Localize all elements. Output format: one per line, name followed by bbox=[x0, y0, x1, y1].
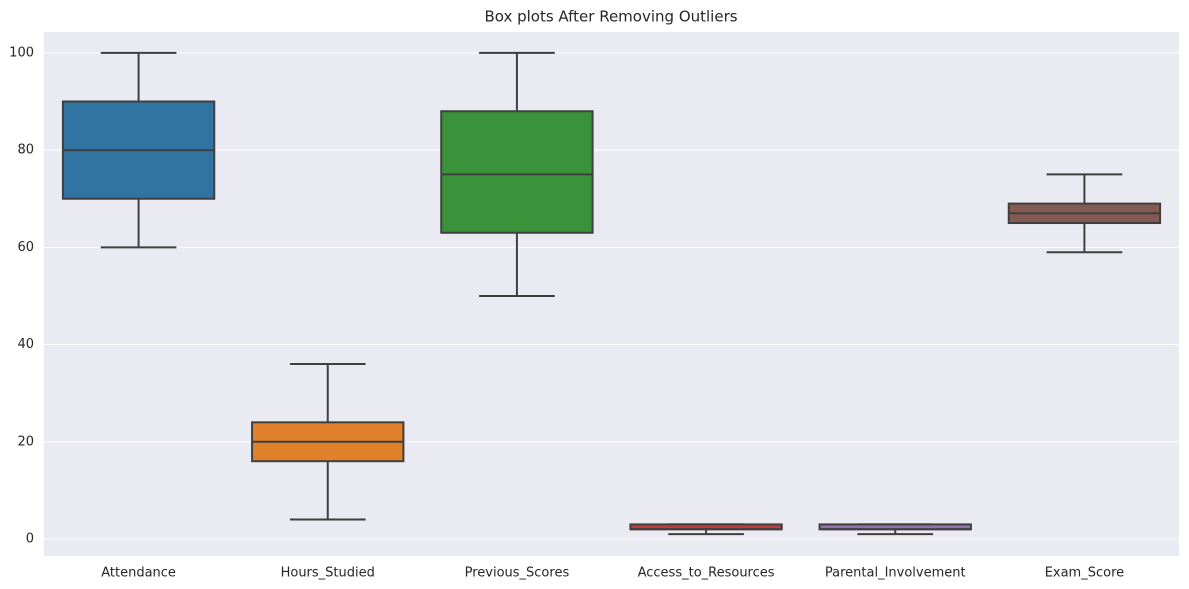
x-tick-label: Access_to_Resources bbox=[638, 566, 775, 581]
x-tick-label: Hours_Studied bbox=[281, 566, 375, 581]
x-tick-label: Previous_Scores bbox=[465, 566, 570, 581]
y-tick-label: 100 bbox=[9, 45, 34, 60]
y-tick-label: 20 bbox=[17, 434, 34, 449]
y-tick-label: 0 bbox=[26, 531, 34, 546]
x-tick-label: Exam_Score bbox=[1045, 566, 1124, 581]
box bbox=[440, 110, 594, 234]
y-tick-label: 80 bbox=[17, 143, 34, 158]
x-tick-label: Parental_Involvement bbox=[825, 566, 966, 581]
y-tick-label: 40 bbox=[17, 337, 34, 352]
chart-title: Box plots After Removing Outliers bbox=[484, 8, 737, 26]
y-tick-label: 60 bbox=[17, 240, 34, 255]
x-tick-label: Attendance bbox=[101, 566, 176, 581]
plot-area bbox=[44, 32, 1179, 556]
